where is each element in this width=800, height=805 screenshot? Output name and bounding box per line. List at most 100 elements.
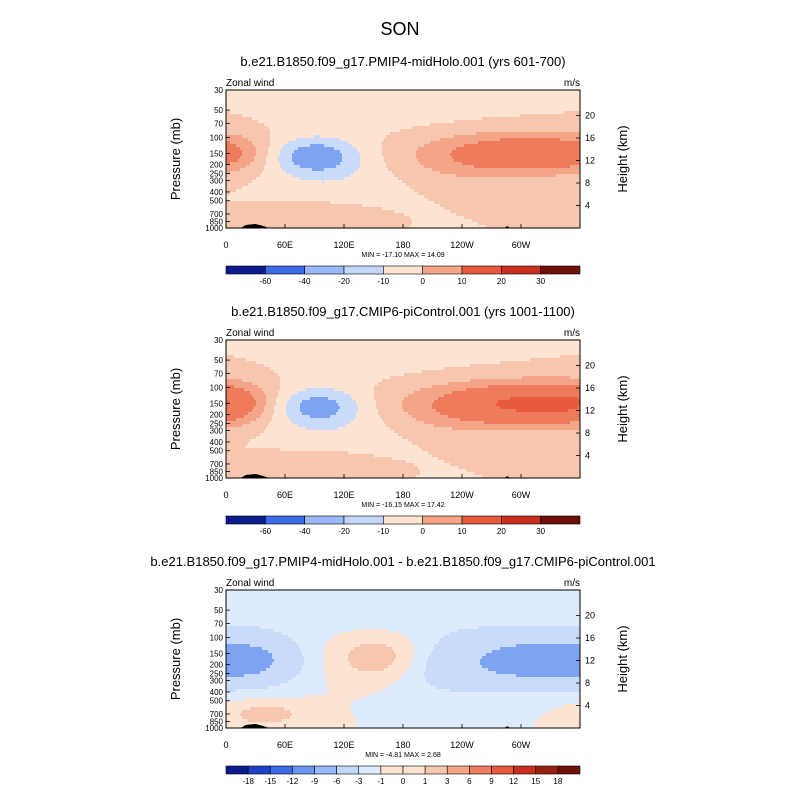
contour-cell bbox=[248, 442, 412, 446]
x-tick-label: 60E bbox=[277, 740, 293, 750]
y-tick-label: 150 bbox=[210, 399, 224, 408]
contour-cell bbox=[450, 632, 580, 636]
contour-cell bbox=[270, 144, 284, 148]
contour-cell bbox=[324, 662, 350, 666]
contour-cell bbox=[226, 692, 326, 696]
contour-cell bbox=[516, 409, 568, 413]
contour-cell bbox=[416, 150, 452, 154]
colorbar-box bbox=[247, 765, 271, 775]
contour-cell bbox=[226, 180, 252, 184]
contour-cell bbox=[242, 716, 290, 720]
contour-cell bbox=[226, 635, 288, 639]
contour-cell bbox=[258, 385, 280, 389]
contour-cell bbox=[250, 439, 408, 443]
contour-cell bbox=[278, 159, 292, 163]
contour-cell bbox=[312, 168, 324, 172]
contour-cell bbox=[328, 689, 382, 693]
contour-cell bbox=[254, 159, 266, 163]
contour-cell bbox=[418, 466, 458, 470]
contour-cell bbox=[226, 460, 406, 464]
colorbar-label: 20 bbox=[497, 277, 506, 286]
colorbar-box bbox=[469, 765, 492, 775]
colorbar: -60 -40 -20 -10 0 10 20 30 bbox=[225, 515, 581, 536]
contour-cell bbox=[386, 135, 454, 139]
contour-cell bbox=[242, 135, 270, 139]
contour-cell bbox=[342, 159, 360, 163]
y-tick-label: 850 bbox=[210, 718, 224, 727]
contour-cell bbox=[292, 156, 342, 160]
contour-cell bbox=[434, 644, 516, 648]
y-axis-label-right: Height (km) bbox=[615, 625, 630, 692]
contour-cell bbox=[402, 436, 580, 440]
contour-cell bbox=[246, 445, 418, 449]
contour-cell bbox=[390, 427, 452, 431]
panel-title: b.e21.B1850.f09_g17.PMIP4-midHolo.001 - … bbox=[150, 554, 655, 569]
y-tick-label: 100 bbox=[210, 633, 224, 642]
contour-cell bbox=[400, 677, 426, 681]
contour-cell bbox=[226, 451, 348, 455]
contour-cell bbox=[474, 165, 570, 169]
contour-cell bbox=[360, 165, 386, 169]
contour-cell bbox=[444, 394, 580, 398]
x-tick-label: 120E bbox=[333, 490, 354, 500]
contour-cell bbox=[340, 632, 400, 636]
x-tick-label: 120W bbox=[450, 490, 474, 500]
contour-cell bbox=[270, 138, 296, 142]
contour-cell bbox=[466, 469, 580, 473]
contour-field bbox=[226, 90, 580, 229]
contour-cell bbox=[416, 156, 452, 160]
contour-cell bbox=[392, 683, 430, 687]
contour-cell bbox=[260, 433, 398, 437]
contour-cell bbox=[226, 641, 296, 645]
contour-cell bbox=[432, 168, 580, 172]
height-tick-label: 16 bbox=[585, 633, 595, 643]
contour-cell bbox=[298, 147, 334, 151]
page-title: SON bbox=[380, 19, 419, 39]
contour-cell bbox=[286, 171, 354, 175]
contour-cell bbox=[226, 689, 236, 693]
contour-cell bbox=[294, 150, 340, 154]
contour-cell bbox=[420, 472, 474, 476]
colorbar-label: 12 bbox=[509, 777, 518, 786]
contour-cell bbox=[226, 210, 394, 214]
contour-cell bbox=[324, 671, 404, 675]
contour-cell bbox=[410, 665, 426, 669]
contour-cell bbox=[432, 454, 580, 458]
contour-cell bbox=[324, 659, 348, 663]
y-tick-label: 30 bbox=[214, 336, 223, 345]
contour-cell bbox=[226, 117, 252, 121]
contour-cell bbox=[358, 409, 378, 413]
left-string: Zonal wind bbox=[226, 578, 274, 589]
contour-cell bbox=[344, 177, 398, 181]
contour-cell bbox=[226, 102, 580, 106]
contour-cell bbox=[242, 150, 256, 154]
contour-cell bbox=[522, 376, 570, 380]
contour-cell bbox=[230, 111, 564, 115]
contour-cell bbox=[478, 222, 580, 226]
contour-cell bbox=[226, 141, 230, 145]
contour-cell bbox=[268, 126, 412, 130]
contour-cell bbox=[480, 659, 580, 663]
contour-cell bbox=[244, 388, 262, 392]
contour-cell bbox=[450, 463, 580, 467]
contour-cell bbox=[292, 677, 326, 681]
contour-cell bbox=[226, 665, 270, 669]
contour-cell bbox=[426, 680, 580, 684]
contour-cell bbox=[324, 653, 348, 657]
colorbar-label: 0 bbox=[420, 277, 425, 286]
contour-cell bbox=[448, 382, 580, 386]
x-tick-label: 60W bbox=[512, 490, 531, 500]
contour-cell bbox=[292, 421, 350, 425]
colorbar-label: -40 bbox=[299, 277, 311, 286]
contour-cell bbox=[460, 418, 580, 422]
contour-cell bbox=[418, 192, 580, 196]
contour-cell bbox=[456, 147, 580, 151]
contour-cell bbox=[388, 629, 458, 633]
contour-cell bbox=[274, 659, 304, 663]
contour-cell bbox=[412, 644, 434, 648]
contour-cell bbox=[452, 156, 580, 160]
height-tick-label: 16 bbox=[585, 383, 595, 393]
contour-cell bbox=[560, 355, 580, 359]
contour-cell bbox=[324, 656, 348, 660]
